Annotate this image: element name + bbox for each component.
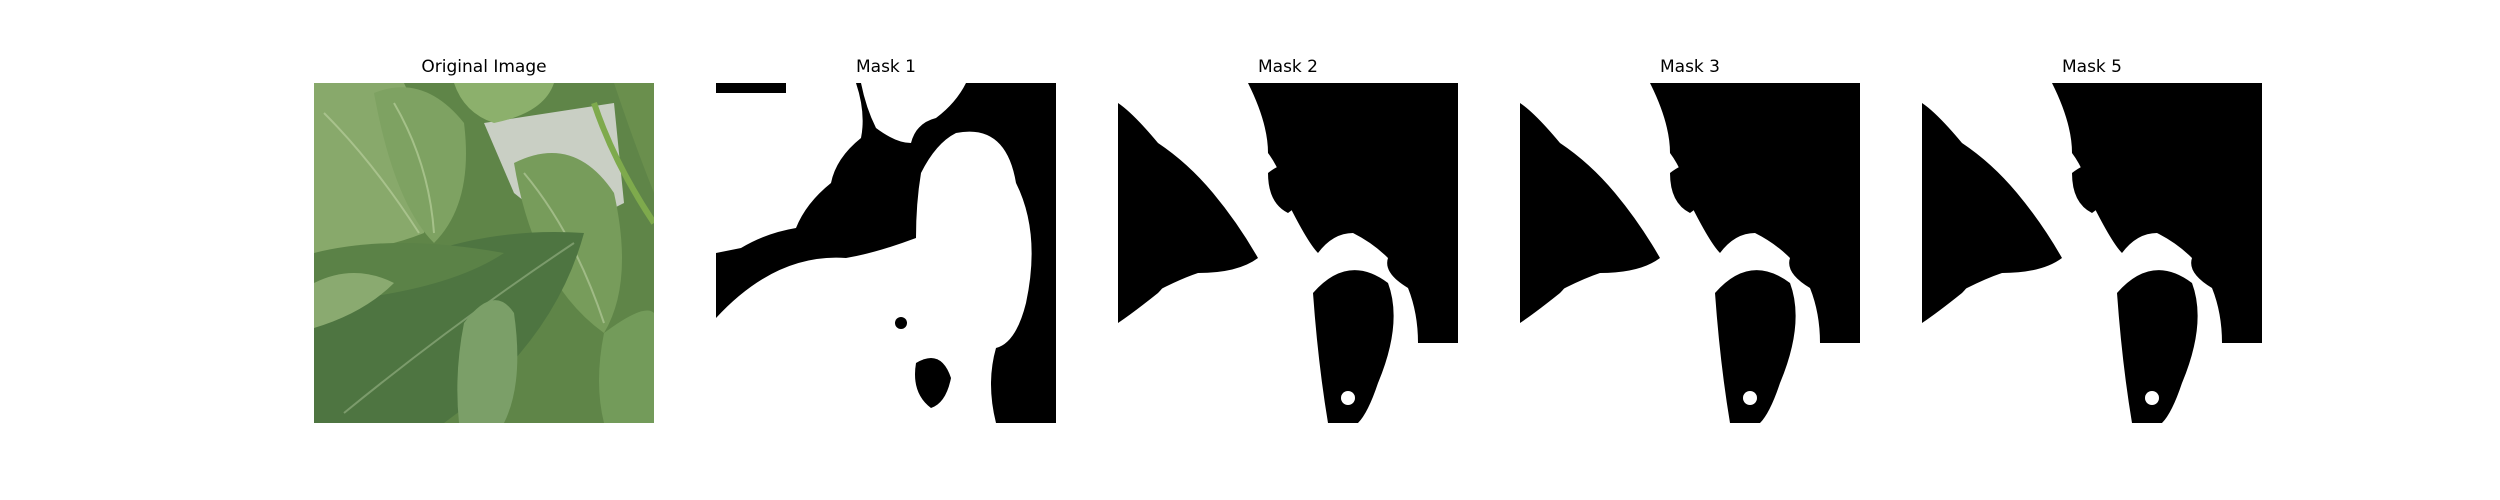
mask-5-shape <box>1922 83 2262 423</box>
mask-5-image <box>1922 83 2262 423</box>
mask-1-shape <box>716 83 1056 423</box>
panel-title: Mask 2 <box>1257 57 1318 77</box>
mask-2-image <box>1118 83 1458 423</box>
mask-3-image <box>1520 83 1860 423</box>
leaf-photo <box>314 83 654 423</box>
mask-1-image <box>716 83 1056 423</box>
panel-title: Mask 1 <box>855 57 916 77</box>
mask-3-shape <box>1520 83 1860 423</box>
panel-title: Mask 3 <box>1659 57 1720 77</box>
panel-title: Mask 5 <box>2061 57 2122 77</box>
mask-2-shape <box>1118 83 1458 423</box>
panel-title: Original Image <box>421 57 547 77</box>
original-image <box>314 83 654 423</box>
